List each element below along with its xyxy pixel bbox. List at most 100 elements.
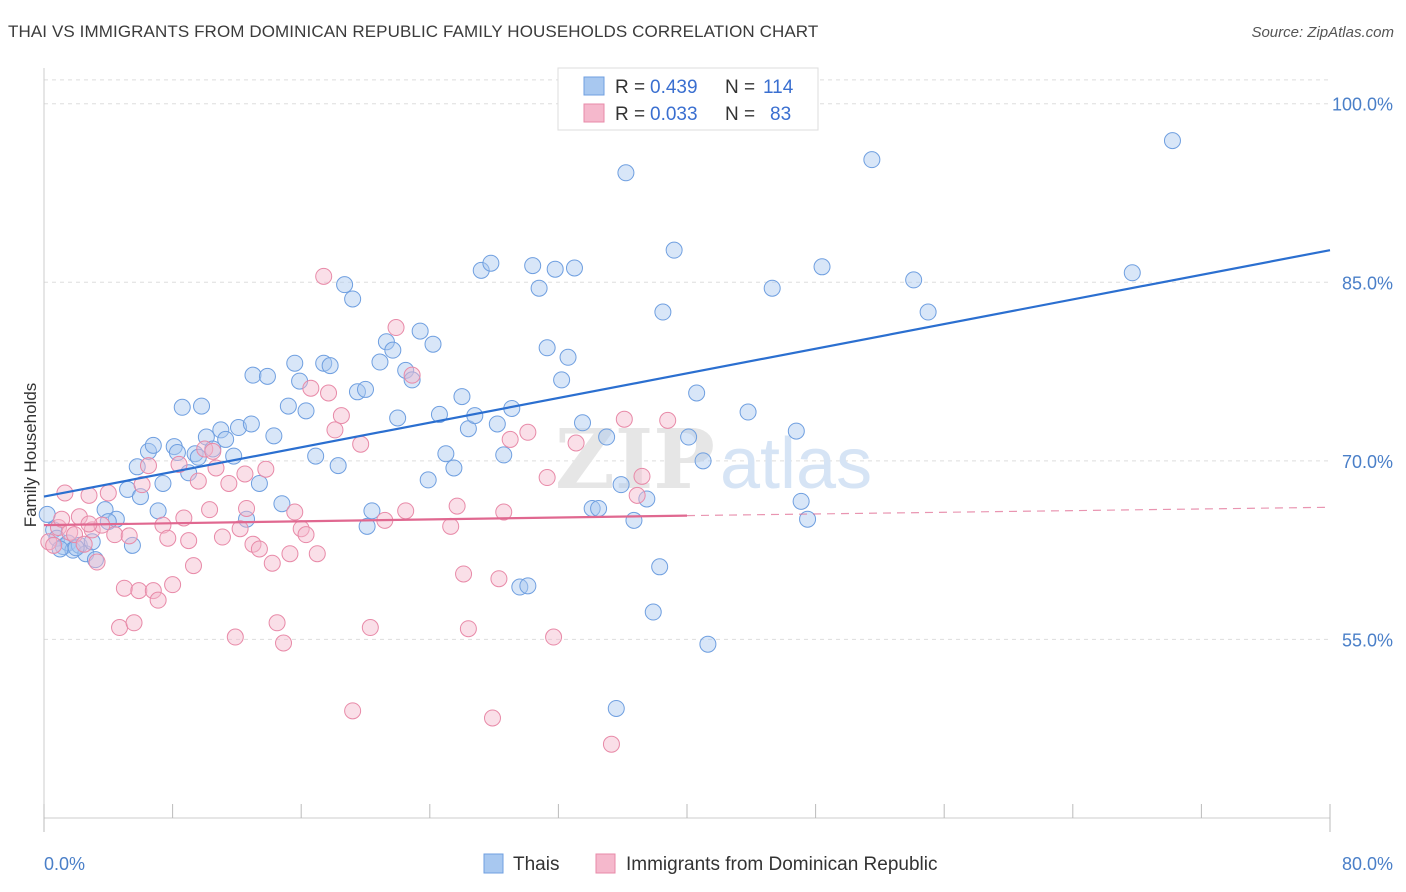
thais-point [357, 380, 374, 398]
thais-point [403, 371, 421, 389]
dominican-point [164, 576, 182, 594]
dominican-point [615, 410, 633, 428]
thais-point [230, 419, 248, 437]
thais-point [279, 397, 297, 415]
dominican-point [250, 540, 268, 558]
dominican-point [125, 614, 143, 632]
trend-line-thais [43, 249, 1331, 498]
dominican-point [180, 532, 198, 550]
thais-point [799, 510, 817, 528]
thais-point [654, 303, 672, 321]
thais-point [193, 397, 211, 415]
dominican-point [144, 582, 162, 600]
thais-point [371, 353, 389, 371]
dominican-point [236, 465, 254, 483]
dominican-point [184, 557, 202, 575]
trend-line-dominican [43, 514, 688, 527]
dominican-point [308, 545, 326, 563]
thais-point [217, 430, 235, 448]
thais-point [680, 428, 698, 446]
thais-point [149, 502, 167, 520]
thais-point [144, 436, 162, 454]
y-tick-label: 100.0% [1332, 95, 1393, 115]
thais-point [321, 357, 339, 375]
y-tick-labels: 55.0% 70.0% 85.0% 100.0% [1332, 95, 1393, 651]
trend-line-dominican-extension [686, 506, 1331, 517]
dominican-point [281, 545, 299, 563]
thais-point [154, 474, 172, 492]
watermark: ZIP atlas [555, 412, 872, 508]
dominican-point [483, 709, 501, 727]
dominican-point [602, 735, 620, 753]
thais-point [430, 405, 448, 423]
dominican-point [326, 421, 344, 439]
dominican-point [403, 366, 421, 384]
dominican-point [332, 407, 350, 425]
thais-point [363, 502, 381, 520]
thais-point [598, 428, 616, 446]
legend-r-value-1: 0.439 [650, 77, 698, 98]
chart-source: Source: ZipAtlas.com [1251, 24, 1394, 41]
dominican-point [538, 469, 556, 487]
thais-point [565, 259, 583, 277]
thais-point [524, 257, 542, 275]
thais-point [173, 398, 191, 416]
dominican-point [106, 526, 124, 544]
y-tick-label: 55.0% [1342, 630, 1393, 650]
thais-point [574, 414, 592, 432]
thais-point [315, 354, 333, 372]
thais-point [538, 339, 556, 357]
thais-point [792, 492, 810, 510]
bottom-legend-swatch-thais [483, 853, 504, 874]
series-thais-points [38, 132, 1181, 717]
thais-point [411, 322, 429, 340]
dominican-point [275, 634, 293, 652]
legend-r-value-2: 0.033 [650, 104, 698, 125]
dominican-point [53, 510, 71, 528]
thais-point [453, 388, 471, 406]
thais-point [488, 415, 506, 433]
legend-swatch-thais [583, 76, 605, 96]
dominican-point [45, 536, 63, 554]
thais-point [437, 445, 455, 463]
thais-point [273, 495, 291, 513]
dominican-point [519, 423, 537, 441]
dominican-point [149, 591, 167, 609]
thais-point [813, 258, 831, 276]
thais-point [445, 459, 463, 477]
dominican-point [352, 435, 370, 453]
legend-n-label-2: N = [725, 104, 755, 125]
dominican-point [567, 434, 585, 452]
thais-point [38, 505, 56, 523]
dominican-point [170, 455, 188, 473]
thais-point [553, 371, 571, 389]
dominican-point [120, 527, 138, 545]
dominican-point [231, 520, 249, 538]
thais-point [739, 403, 757, 421]
dominican-point [268, 614, 286, 632]
dominican-point [633, 467, 651, 485]
dominican-point [545, 628, 563, 646]
grid-lines [44, 79, 1330, 640]
legend-n-value-2: 83 [770, 104, 791, 125]
thais-point [638, 490, 656, 508]
thais-point [297, 402, 315, 420]
thais-point [250, 474, 268, 492]
dominican-point [344, 702, 362, 720]
x-tick-marks [43, 804, 1331, 832]
thais-point [612, 476, 630, 494]
dominican-point [320, 384, 338, 402]
thais-point [286, 354, 304, 372]
dominican-point [189, 472, 207, 490]
thais-point [123, 536, 141, 554]
series-dominican-points [40, 267, 677, 753]
dominican-point [448, 497, 466, 515]
trend-lines [43, 249, 1331, 527]
thais-point [244, 366, 262, 384]
thais-point [617, 164, 635, 182]
dominican-point [442, 517, 460, 535]
dominican-point [302, 379, 320, 397]
thais-point [472, 261, 490, 279]
watermark-atlas: atlas [720, 424, 872, 504]
legend-n-label-1: N = [725, 77, 755, 98]
